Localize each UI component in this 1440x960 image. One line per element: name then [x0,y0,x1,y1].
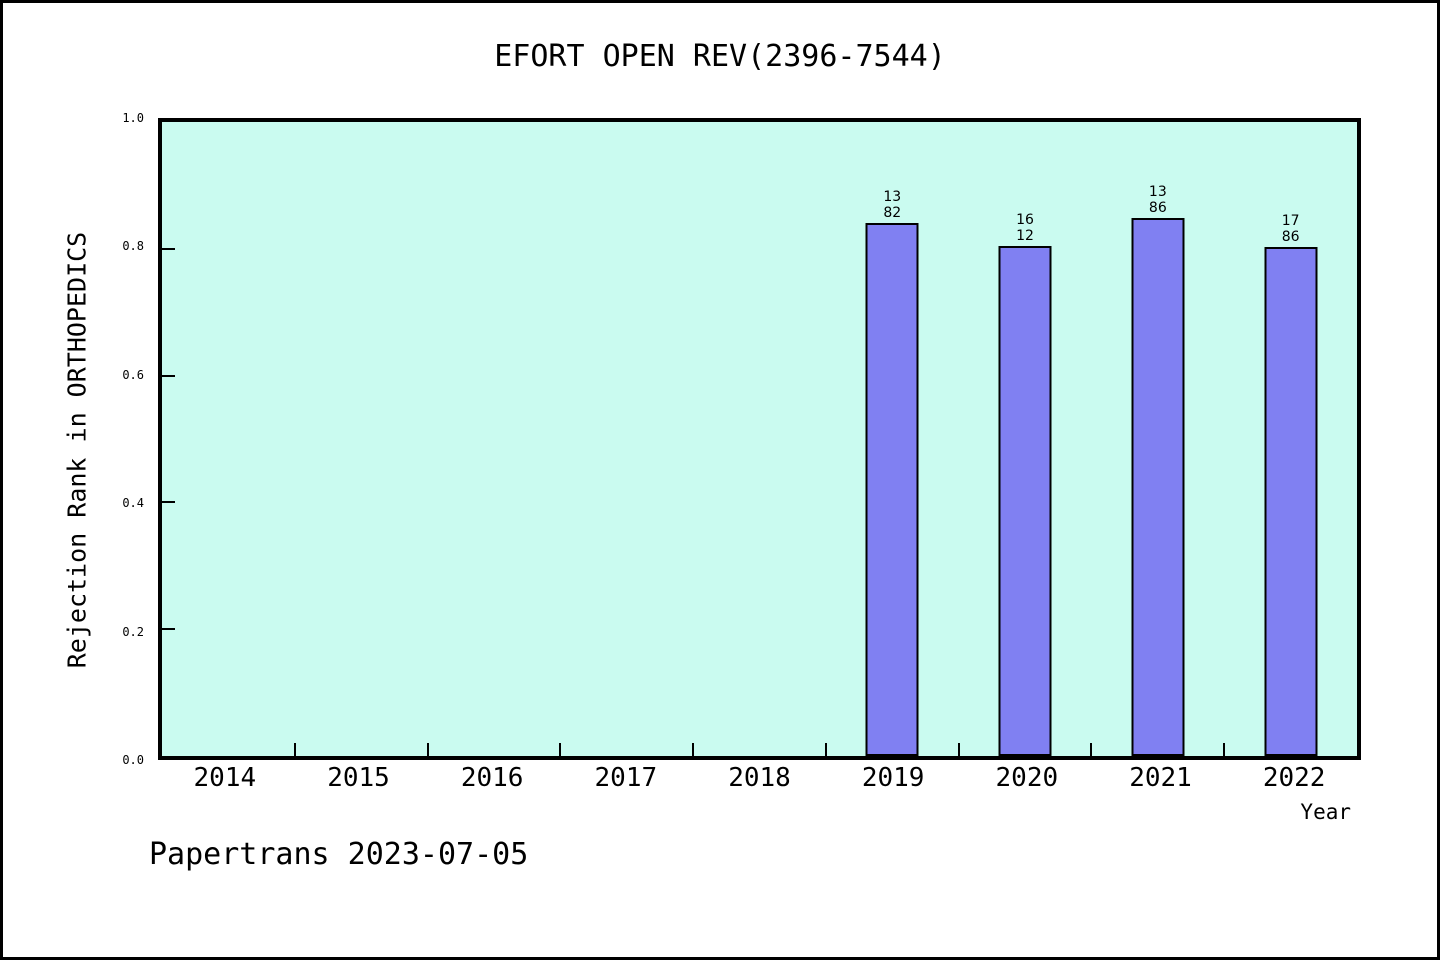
bar-value-label-2019: 13 82 [883,188,902,221]
x-axis-title: Year [1300,800,1351,824]
x-tick-label: 2018 [728,763,791,793]
x-tick-label: 2022 [1262,763,1326,793]
y-tick-mark [162,247,175,250]
y-axis-tick-labels: 0.0 0.2 0.4 0.6 0.8 1.0 [3,112,152,766]
bar-value-label-2020: 16 12 [1016,211,1034,244]
plot-area: 13 82 16 12 13 86 17 86 [158,118,1361,760]
bar-2022 [1264,247,1318,756]
y-tick-label: 0.0 [122,753,144,767]
x-tick-mark [957,743,960,756]
x-tick-label: 2020 [995,763,1059,793]
x-axis-tick-labels: 2014 2015 2016 2017 2018 2019 2020 2021 2022 [158,763,1361,797]
x-tick-mark [426,743,429,756]
y-tick-label: 0.8 [122,239,144,254]
x-tick-mark [559,743,562,756]
x-tick-mark [1223,743,1226,756]
x-tick-label: 2016 [460,763,524,793]
x-tick-label: 2019 [861,763,925,793]
bar-value-label-2021: 13 86 [1148,183,1167,216]
x-tick-mark [692,743,695,756]
watermark-text: Papertrans 2023-07-05 [149,837,529,872]
y-tick-label: 0.6 [122,367,144,382]
y-tick-label: 0.4 [122,496,144,511]
x-tick-label: 2014 [193,763,257,793]
y-tick-label: 0.2 [122,624,144,639]
x-tick-mark [293,743,296,756]
y-tick-mark [162,628,175,631]
bar-2019 [865,222,919,756]
bar-2020 [998,245,1052,756]
x-tick-label: 2021 [1129,763,1192,793]
x-tick-mark [1090,743,1093,756]
chart-title: EFORT OPEN REV(2396-7544) [494,39,946,74]
y-tick-label: 1.0 [122,111,144,125]
y-tick-mark [162,374,175,377]
y-tick-mark [162,501,175,504]
x-tick-label: 2017 [594,763,658,793]
bar-value-label-2022: 17 86 [1281,213,1300,246]
x-tick-mark [824,743,827,756]
bar-2021 [1131,217,1185,756]
x-tick-label: 2015 [327,763,390,793]
